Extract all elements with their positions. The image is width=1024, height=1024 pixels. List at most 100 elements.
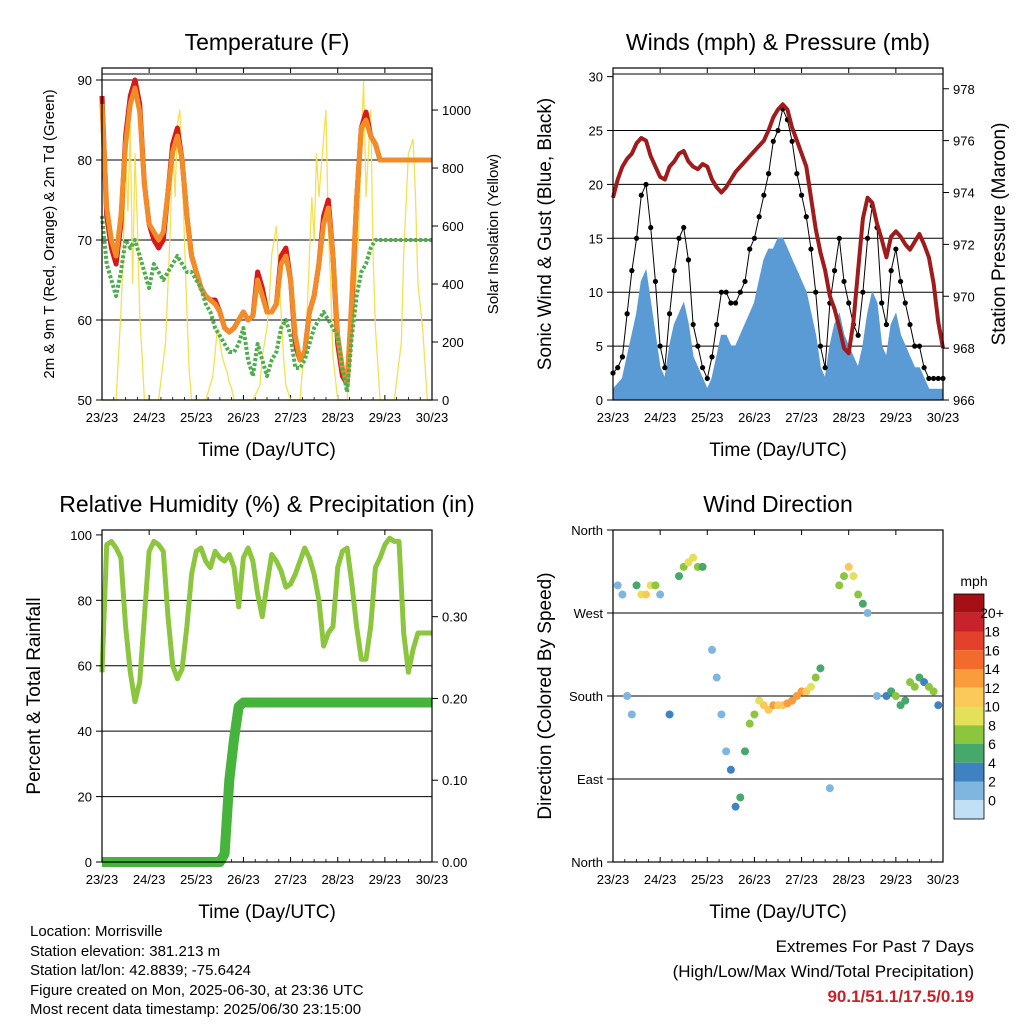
direction-point [632, 581, 641, 590]
colorbar-label: 6 [988, 736, 996, 752]
x-tick-label: 29/23 [880, 872, 913, 887]
station-info: Location: Morrisville Station elevation:… [30, 922, 364, 1020]
colorbar-swatch [954, 725, 984, 744]
y2-tick-label: 0.10 [442, 773, 467, 788]
direction-point [934, 701, 943, 710]
panel-title: Temperature (F) [185, 29, 350, 55]
y2-tick-label: 200 [442, 335, 464, 350]
x-tick-label: 24/23 [133, 410, 166, 425]
y-tick-label: 100 [70, 528, 92, 543]
x-tick-label: 25/23 [180, 410, 213, 425]
extremes-box: Extremes For Past 7 Days (High/Low/Max W… [673, 934, 974, 1009]
x-tick-label: 28/23 [321, 410, 354, 425]
y-tick-label: 50 [78, 393, 92, 408]
y-tick-label: 90 [78, 73, 92, 88]
y-tick-label: North [571, 523, 603, 538]
temperature-chart: Temperature (F) Time (Day/UTC) 2m & 9m T (… [41, 29, 502, 461]
x-tick-label: 27/23 [785, 872, 818, 887]
colorbar-label: 18 [984, 624, 1000, 640]
x-tick-label: 30/23 [416, 872, 449, 887]
colorbar-label: 20+ [980, 605, 1004, 621]
y-tick-label: 40 [78, 724, 92, 739]
y2-tick-label: 974 [953, 186, 975, 201]
gust-line [612, 107, 943, 381]
x-axis-label: Time (Day/UTC) [198, 902, 336, 923]
x-tick-label: 28/23 [832, 872, 865, 887]
direction-point [844, 562, 853, 571]
direction-point [731, 802, 740, 811]
y-tick-label: 60 [78, 313, 92, 328]
y2-tick-label: 972 [953, 237, 975, 252]
y-tick-label: West [574, 606, 604, 621]
relative-humidity-line [99, 535, 432, 705]
x-axis-label: Time (Day/UTC) [709, 902, 847, 923]
y-tick-label: North [571, 855, 603, 870]
x-tick-label: 28/23 [832, 410, 865, 425]
colorbar-swatch [954, 781, 984, 801]
y-tick-label: 20 [589, 177, 603, 192]
series-9m-t [99, 85, 432, 387]
station-pressure-line [611, 102, 945, 356]
x-tick-label: 24/23 [644, 410, 677, 425]
x-tick-label: 27/23 [274, 410, 307, 425]
x-tick-label: 23/23 [86, 872, 119, 887]
y2-tick-label: 0.20 [442, 691, 467, 706]
x-tick-label: 25/23 [691, 872, 724, 887]
y-tick-label: 15 [589, 231, 603, 246]
x-tick-label: 25/23 [180, 872, 213, 887]
direction-point [750, 710, 759, 719]
direction-point [910, 682, 919, 691]
colorbar-label: 12 [984, 680, 1000, 696]
colorbar-swatch [954, 594, 984, 613]
y-tick-label: 25 [589, 124, 603, 139]
y-tick-label: 30 [589, 70, 603, 85]
y-tick-label: 80 [78, 153, 92, 168]
direction-point [651, 581, 660, 590]
direction-point [698, 562, 707, 571]
panel-title: Winds (mph) & Pressure (mb) [626, 29, 930, 55]
colorbar-swatch [954, 800, 984, 819]
x-tick-label: 23/23 [86, 410, 119, 425]
plot-border [101, 67, 433, 401]
winds-pressure-chart: Winds (mph) & Pressure (mb) Time (Day/UTC… [535, 29, 1010, 461]
y-tick-label: 0 [85, 855, 92, 870]
y2-tick-label: 978 [953, 82, 975, 97]
direction-point [741, 747, 749, 756]
x-tick-label: 24/23 [644, 872, 677, 887]
direction-point [613, 581, 622, 590]
direction-point [825, 784, 834, 793]
station-location: Location: Morrisville [30, 923, 163, 940]
recent-data-timestamp: Most recent data timestamp: 2025/06/30 2… [30, 1001, 362, 1019]
direction-point [863, 609, 872, 617]
direction-point [811, 673, 820, 682]
colorbar-swatch [954, 612, 984, 632]
colorbar-label: 14 [984, 661, 1000, 677]
x-tick-label: 29/23 [369, 410, 402, 425]
colorbar-label: 2 [988, 774, 996, 790]
humidity-precip-chart: Relative Humidity (%) & Precipitation (i… [24, 491, 475, 923]
y2-tick-label: 0.00 [442, 855, 467, 870]
colorbar-swatch [954, 744, 984, 763]
y-axis-label: Sonic Wind & Gust (Blue, Black) [535, 98, 556, 370]
direction-point [656, 590, 665, 599]
y-tick-label: 20 [78, 790, 92, 805]
colorbar-swatch [954, 650, 984, 669]
direction-point [858, 599, 867, 608]
y2-tick-label: 968 [953, 341, 975, 356]
direction-point [873, 692, 881, 700]
y-tick-label: 0 [596, 393, 603, 408]
colorbar-swatch [954, 687, 984, 707]
y-axis-label: Percent & Total Rainfall [24, 597, 45, 794]
x-tick-label: 30/23 [416, 410, 449, 425]
y2-tick-label: 400 [442, 277, 464, 292]
speed-colorbar: mph 20+ 18 16 14 12 10 8 6 4 2 0 [953, 573, 1004, 820]
panel-title: Wind Direction [703, 491, 853, 517]
series-2m-td [100, 215, 432, 394]
direction-point [708, 645, 716, 654]
direction-point [736, 793, 745, 802]
x-tick-label: 29/23 [880, 410, 913, 425]
colorbar-label: 10 [984, 699, 1000, 715]
x-tick-label: 26/23 [227, 410, 260, 425]
colorbar-swatch [954, 762, 984, 782]
